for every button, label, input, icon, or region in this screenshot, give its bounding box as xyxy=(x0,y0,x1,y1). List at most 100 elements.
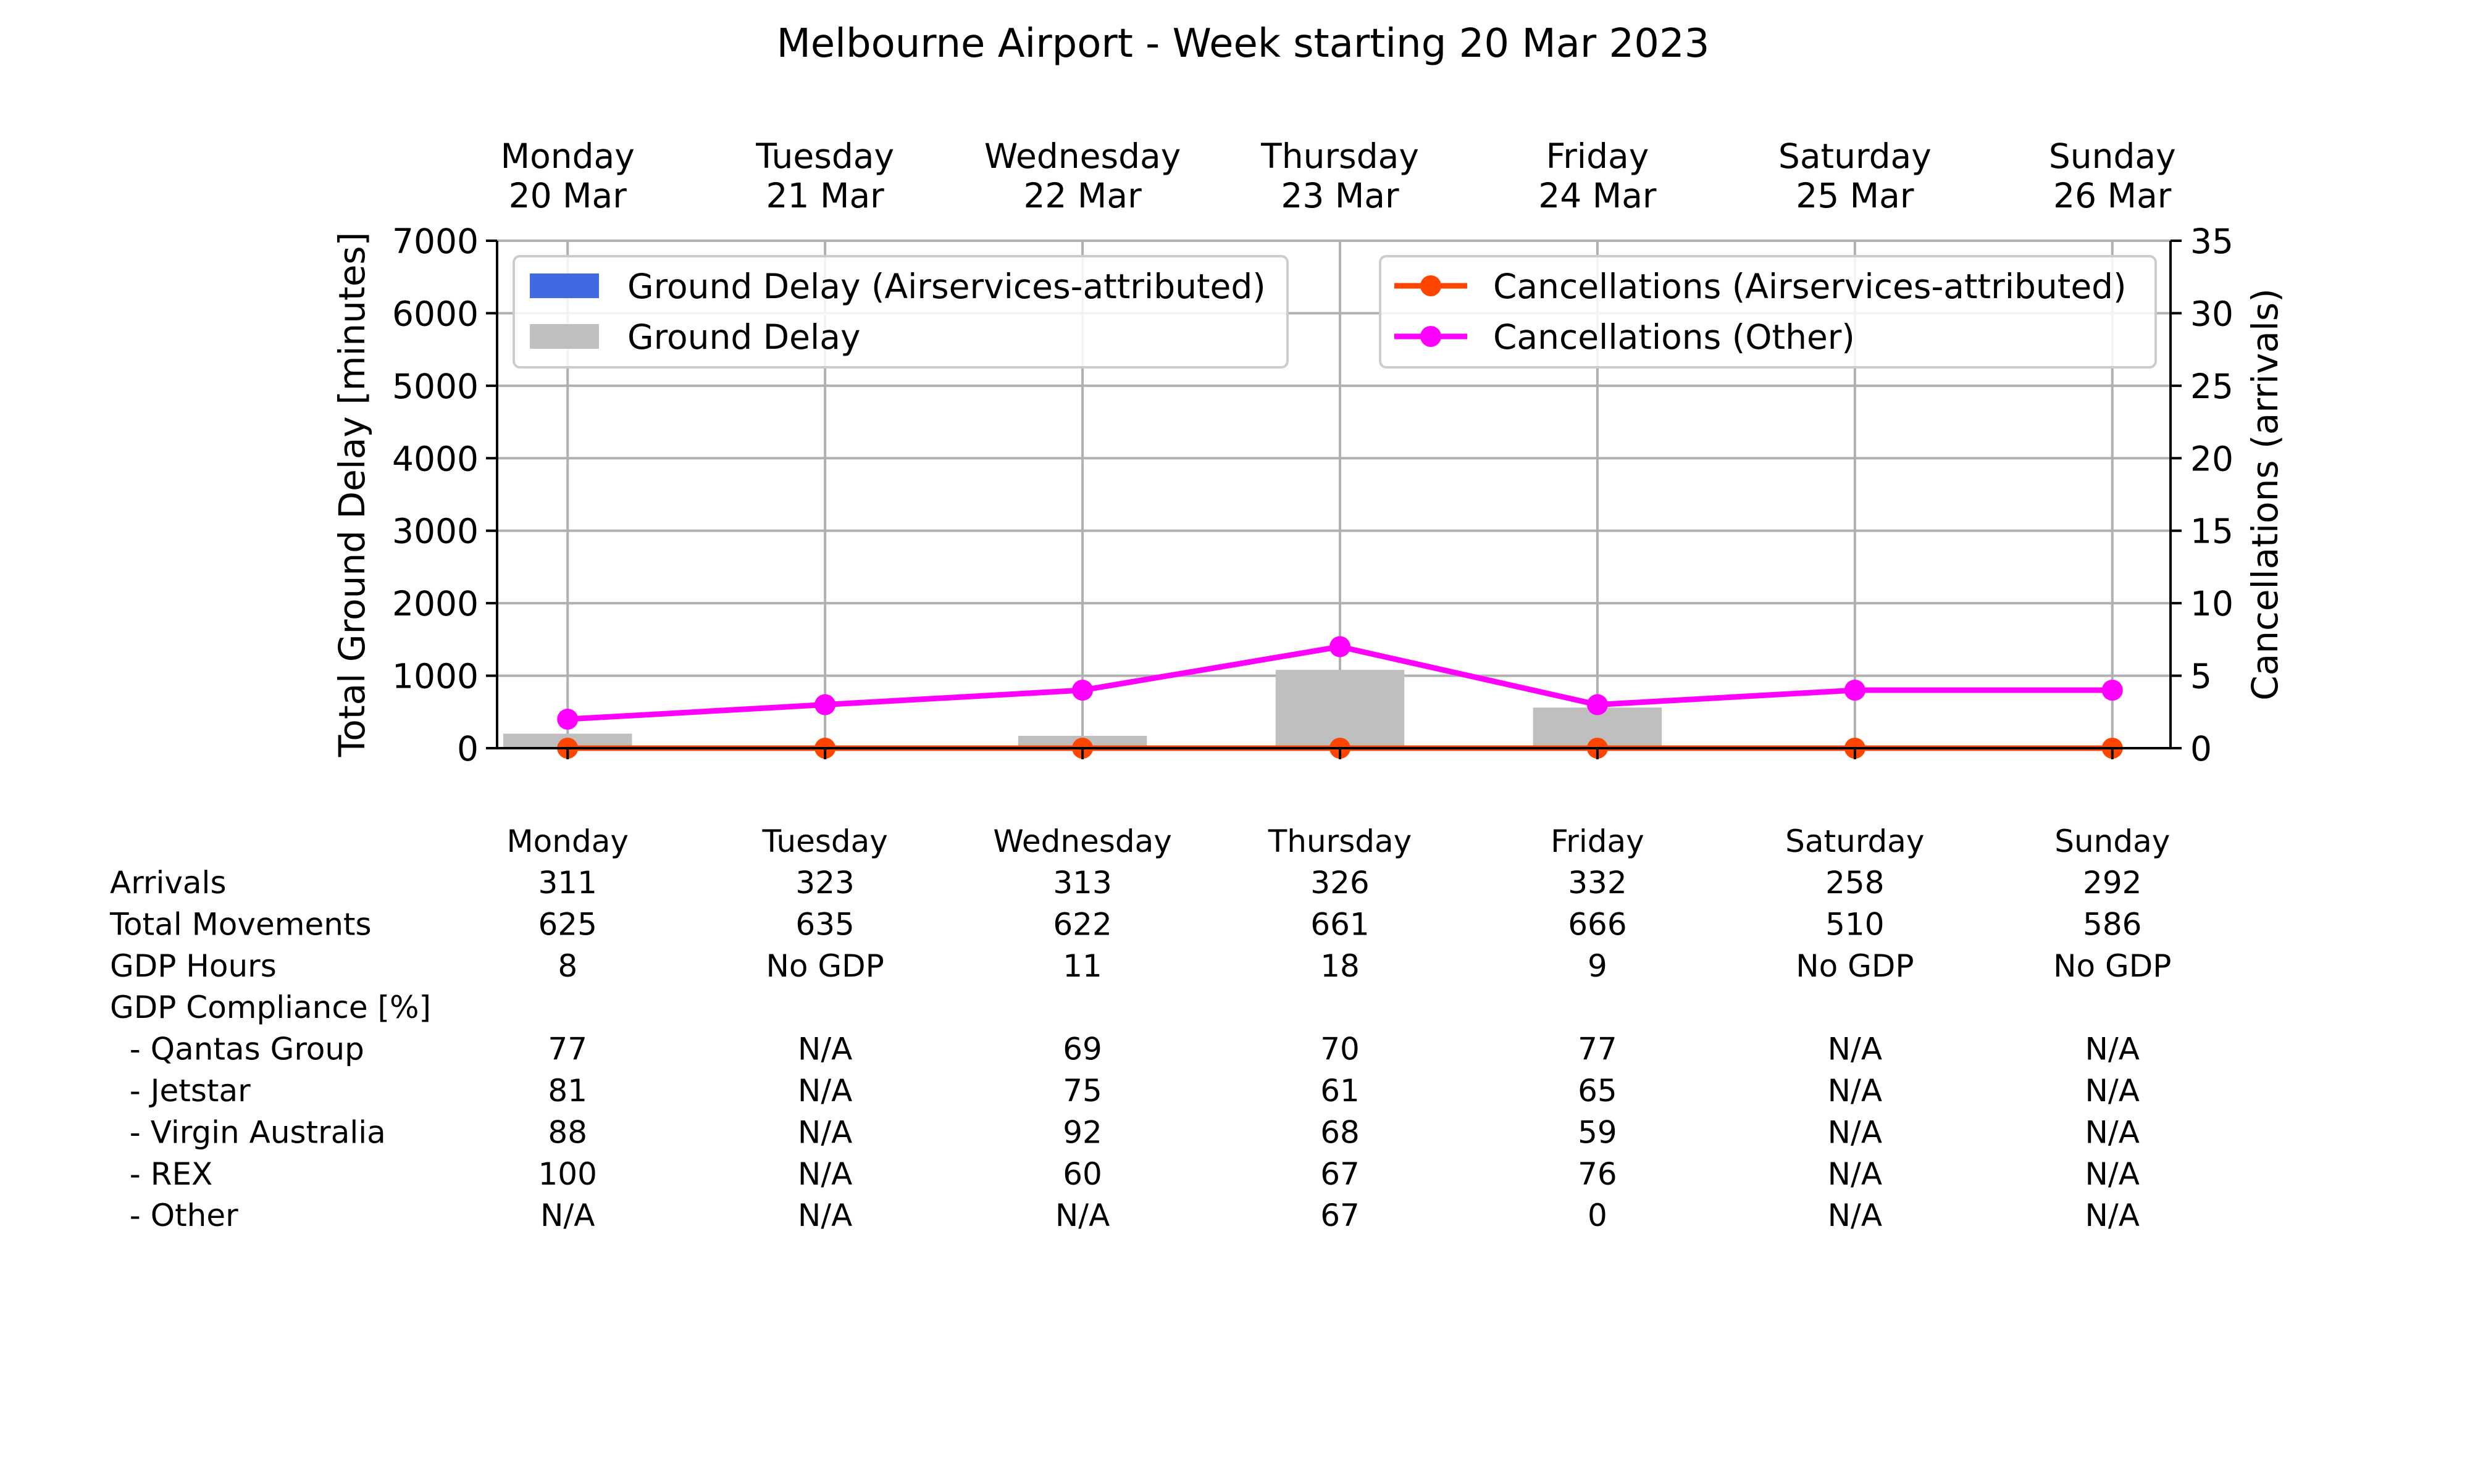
legend-layer: Ground Delay (Airservices-attributed) Gro… xyxy=(513,255,2157,369)
table-cell: 70 xyxy=(1320,1032,1360,1067)
left-axis-label: Total Ground Delay [minutes] xyxy=(331,232,373,757)
left-tick-label: 3000 xyxy=(392,512,479,551)
table-cell: 666 xyxy=(1568,906,1626,942)
right-tick-label: 0 xyxy=(2190,729,2212,769)
legend-bars: Ground Delay (Airservices-attributed) Gro… xyxy=(513,255,1289,369)
table-cell: 292 xyxy=(2083,865,2141,901)
left-tick-label: 5000 xyxy=(392,367,479,406)
right-tick-label: 15 xyxy=(2190,512,2233,551)
table-row: GDP Compliance [%] xyxy=(110,990,431,1025)
table-cell: 625 xyxy=(538,906,597,942)
table-cell: N/A xyxy=(2085,1032,2140,1067)
table-cell: 60 xyxy=(1063,1156,1102,1192)
table-header-cell: Sunday xyxy=(2054,823,2170,859)
table-cell: 61 xyxy=(1320,1073,1360,1109)
table-cell: 88 xyxy=(548,1114,587,1150)
table-cell: N/A xyxy=(798,1156,852,1192)
right-axis-label: Cancellations (arrivals) xyxy=(2244,288,2286,701)
legend-swatch xyxy=(530,273,599,298)
table-header-cell: Tuesday xyxy=(761,823,887,859)
table-header-cell: Friday xyxy=(1551,823,1644,859)
top-day-label: Tuesday xyxy=(755,136,894,176)
left-tick-label: 6000 xyxy=(392,294,479,333)
legend-lines-box xyxy=(1379,255,2157,369)
table-row-label: GDP Compliance [%] xyxy=(110,990,431,1025)
top-day-label: Thursday xyxy=(1260,136,1419,176)
table-cell: No GDP xyxy=(2053,948,2171,984)
legend-lines: Cancellations (Airservices-attributed) Ca… xyxy=(1379,255,2157,369)
table-cell: 0 xyxy=(1588,1198,1607,1233)
table-cell: N/A xyxy=(1828,1073,1882,1109)
table-cell: 635 xyxy=(795,906,854,942)
table-row-label: Total Movements xyxy=(109,906,372,942)
point-cancellations-other-friday xyxy=(1586,694,1608,715)
top-day-label: Friday xyxy=(1546,136,1649,176)
left-tick-label: 2000 xyxy=(392,584,479,623)
legend-swatch xyxy=(530,324,599,349)
table-cell: N/A xyxy=(1828,1032,1882,1067)
table-cell: No GDP xyxy=(766,948,884,984)
table-row: Arrivals 311 323 313 326 332 258 292 xyxy=(110,865,2141,901)
top-date-label: 25 Mar xyxy=(1796,176,1914,215)
table-cell: 76 xyxy=(1578,1156,1617,1192)
table-cell: 92 xyxy=(1063,1114,1102,1150)
point-cancellations-other-tuesday xyxy=(814,694,836,715)
point-cancellations-other-wednesday xyxy=(1072,680,1094,701)
table-header-cell: Wednesday xyxy=(993,823,1171,859)
table-cell: N/A xyxy=(2085,1156,2140,1192)
table-row: Total Movements 625 635 622 661 666 510 586 xyxy=(109,906,2141,942)
left-tick-label: 0 xyxy=(457,729,479,769)
bar-ground-delay-thursday xyxy=(1275,670,1405,748)
table-cell: 323 xyxy=(795,865,854,901)
table-header-cell: Monday xyxy=(507,823,629,859)
chart-title: Melbourne Airport - Week starting 20 Mar… xyxy=(777,21,1710,67)
legend-label: Cancellations (Airservices-attributed) xyxy=(1493,267,2127,306)
table-cell: 661 xyxy=(1310,906,1369,942)
table-row: - Jetstar 81 N/A 75 61 65 N/A N/A xyxy=(110,1073,2140,1109)
table-cell: N/A xyxy=(2085,1114,2140,1150)
table-cell: 100 xyxy=(538,1156,597,1192)
table-cell: 9 xyxy=(1588,948,1607,984)
right-tick-label: 20 xyxy=(2190,439,2233,478)
table-cell: 65 xyxy=(1578,1073,1617,1109)
top-day-label: Saturday xyxy=(1778,136,1932,176)
table-row-label: Arrivals xyxy=(110,865,227,901)
table-cell: N/A xyxy=(798,1114,852,1150)
table-cell: N/A xyxy=(2085,1073,2140,1109)
table-cell: 313 xyxy=(1053,865,1112,901)
table-cell: 68 xyxy=(1320,1114,1360,1150)
right-tick-label: 10 xyxy=(2190,584,2233,623)
table-row-label: - Qantas Group xyxy=(110,1032,364,1067)
table-cell: N/A xyxy=(540,1198,595,1233)
table-cell: 77 xyxy=(548,1032,587,1067)
right-tick-label: 25 xyxy=(2190,367,2233,406)
table-row: - Other N/A N/A N/A 67 0 N/A N/A xyxy=(110,1198,2140,1233)
legend-marker xyxy=(1420,326,1441,347)
table-row-label: - REX xyxy=(110,1156,212,1192)
table-cell: 59 xyxy=(1578,1114,1617,1150)
table-cell: 326 xyxy=(1310,865,1369,901)
table-row-label: - Other xyxy=(110,1198,238,1233)
legend-label: Ground Delay xyxy=(627,317,861,357)
table-cell: 622 xyxy=(1053,906,1112,942)
table-cell: 311 xyxy=(538,865,597,901)
table-row: - Virgin Australia 88 N/A 92 68 59 N/A N/A xyxy=(110,1114,2140,1150)
table-row-label: GDP Hours xyxy=(110,948,277,984)
top-date-label: 23 Mar xyxy=(1281,176,1399,215)
table-cell: 18 xyxy=(1320,948,1360,984)
top-day-label: Wednesday xyxy=(984,136,1181,176)
top-day-label: Monday xyxy=(501,136,635,176)
table-cell: 8 xyxy=(558,948,577,984)
table-cell: 69 xyxy=(1063,1032,1102,1067)
table-cell: 77 xyxy=(1578,1032,1617,1067)
point-cancellations-other-thursday xyxy=(1329,636,1350,657)
table-cell: N/A xyxy=(1828,1114,1882,1150)
table-cell: N/A xyxy=(1055,1198,1110,1233)
table-cell: 586 xyxy=(2083,906,2141,942)
point-cancellations-other-sunday xyxy=(2101,680,2123,701)
right-tick-label: 5 xyxy=(2190,657,2212,696)
top-date-label: 22 Mar xyxy=(1023,176,1142,215)
table-row-label: - Virgin Australia xyxy=(110,1114,386,1150)
table-cell: N/A xyxy=(798,1198,852,1233)
table-header-cell: Saturday xyxy=(1785,823,1924,859)
